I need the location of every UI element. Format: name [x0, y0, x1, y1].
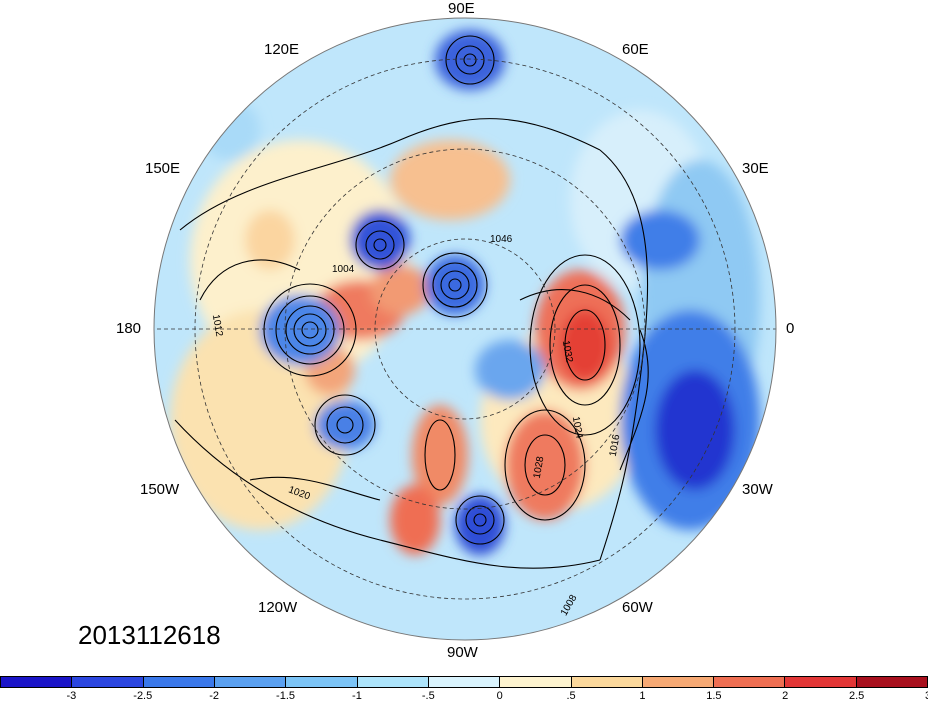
colorbar-swatch	[856, 677, 928, 687]
lon-label-90w: 90W	[447, 644, 478, 661]
isobar-contours	[174, 35, 649, 569]
colorbar-swatch	[357, 677, 429, 687]
colorbar-swatch	[714, 677, 786, 687]
colorbar-tick-label: -2.5	[133, 690, 153, 702]
colorbar-tick-label: 1	[639, 690, 646, 702]
lon-label-60w: 60W	[622, 599, 653, 616]
isobar-label: 1004	[332, 264, 355, 275]
colorbar-swatch	[642, 677, 715, 687]
colorbar-tick-label: 0	[496, 690, 503, 702]
anomaly-field	[154, 18, 776, 640]
lon-label-0: 0	[786, 320, 795, 337]
lon-label-150e: 150E	[145, 160, 181, 177]
lon-label-120w: 120W	[258, 599, 298, 616]
colorbar	[0, 676, 928, 688]
colorbar-tick-label: 2.5	[848, 690, 865, 702]
colorbar-swatch	[143, 677, 215, 687]
lon-label-30e: 30E	[742, 160, 769, 177]
timestamp-label: 2013112618	[78, 620, 221, 650]
colorbar-tick-label: 1.5	[706, 690, 722, 702]
colorbar-tick-label: -3	[66, 690, 77, 702]
colorbar-swatch	[428, 677, 501, 687]
lon-label-30w: 30W	[742, 481, 773, 498]
colorbar-tick-label: -1.5	[276, 690, 296, 702]
colorbar-tick-label: -.5	[421, 690, 435, 702]
lon-label-150w: 150W	[140, 481, 180, 498]
colorbar-swatch	[500, 677, 572, 687]
isobar-label: 1046	[490, 234, 513, 245]
polar-map	[153, 17, 777, 641]
colorbar-tick-label: 3	[925, 690, 928, 702]
lon-label-60e: 60E	[622, 41, 649, 58]
colorbar-swatch	[785, 677, 857, 687]
colorbar-swatch	[286, 677, 358, 687]
colorbar-tick-label: .5	[566, 690, 576, 702]
colorbar-swatch	[571, 677, 643, 687]
colorbar-tick-label: 2	[782, 690, 789, 702]
colorbar-tick-label: -2	[209, 690, 220, 702]
lon-label-180: 180	[116, 320, 142, 337]
colorbar-swatch	[214, 677, 287, 687]
colorbar-swatch	[1, 677, 73, 687]
lon-label-90e: 90E	[448, 0, 475, 17]
lon-label-120e: 120E	[264, 41, 300, 58]
colorbar-tick-label: -1	[352, 690, 362, 702]
colorbar-swatch	[72, 677, 144, 687]
